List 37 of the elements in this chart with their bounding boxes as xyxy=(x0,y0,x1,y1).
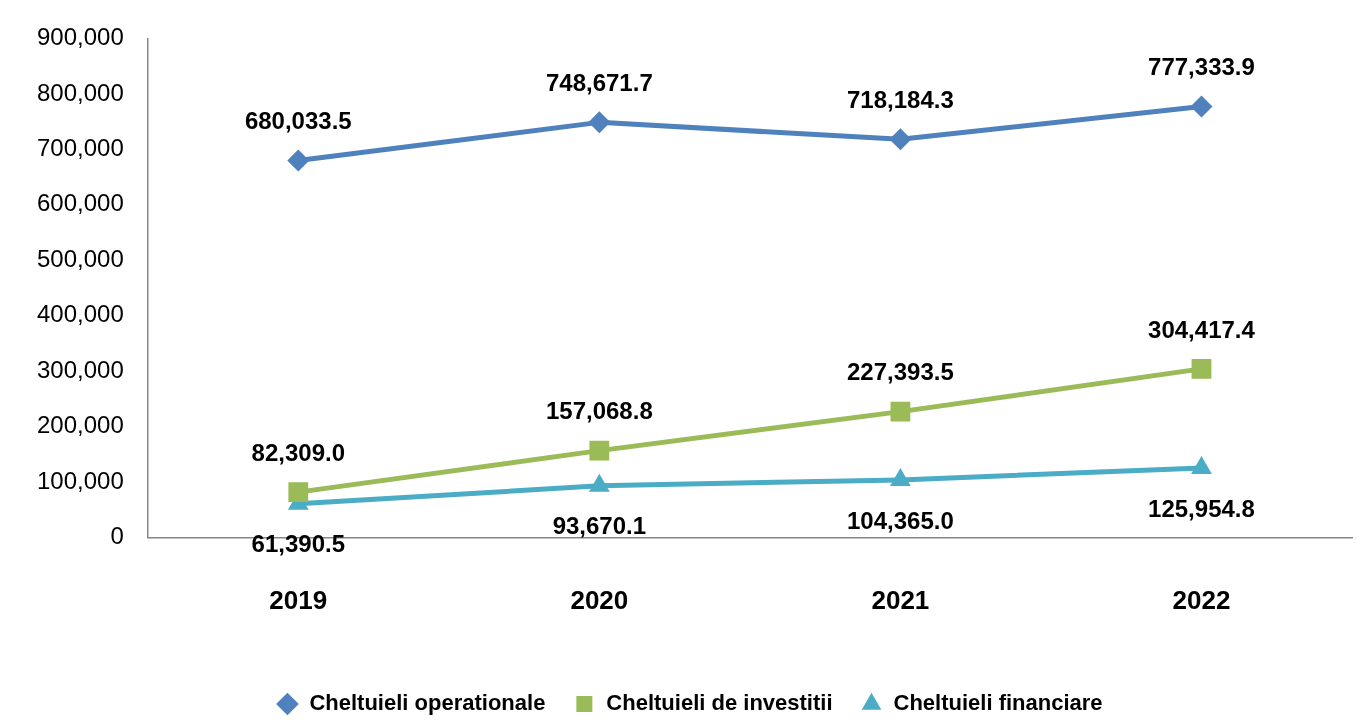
y-tick-label: 800,000 xyxy=(36,78,124,106)
data-label: 125,954.8 xyxy=(1148,494,1255,522)
data-label: 104,365.0 xyxy=(847,506,954,534)
y-tick-label: 200,000 xyxy=(36,411,124,439)
point xyxy=(1191,455,1212,474)
y-tick-label: 500,000 xyxy=(36,244,124,272)
point xyxy=(588,473,610,492)
data-label: 93,670.1 xyxy=(552,512,647,540)
data-label: 777,333.9 xyxy=(1148,53,1255,81)
y-tick-label: 0 xyxy=(110,522,124,550)
x-tick-label: 2022 xyxy=(1172,584,1231,615)
point xyxy=(1190,95,1213,118)
y-tick-label: 600,000 xyxy=(36,189,124,217)
legend-label: Cheltuieli financiare xyxy=(893,690,1103,716)
data-label: 157,068.8 xyxy=(545,397,653,425)
data-label: 304,417.4 xyxy=(1148,315,1256,343)
legend-label: Cheltuieli de investitii xyxy=(606,690,833,716)
point xyxy=(1191,358,1212,379)
data-label: 680,033.5 xyxy=(244,107,352,135)
point xyxy=(889,128,912,151)
y-tick-label: 700,000 xyxy=(36,134,124,161)
x-tick-label: 2019 xyxy=(269,584,328,615)
x-tick-label: 2020 xyxy=(570,584,629,615)
y-tick-label: 900,000 xyxy=(36,23,124,51)
point xyxy=(588,111,611,134)
legend-label: Cheltuieli operationale xyxy=(309,690,546,716)
y-tick-label: 100,000 xyxy=(36,466,124,494)
y-tick-label: 400,000 xyxy=(36,300,124,328)
data-label: 82,309.0 xyxy=(251,438,345,466)
data-label: 61,390.5 xyxy=(251,530,345,558)
y-tick-label: 300,000 xyxy=(36,355,124,383)
data-label: 748,671.7 xyxy=(545,69,653,96)
point xyxy=(890,467,911,486)
x-tick-label: 2021 xyxy=(871,584,930,615)
data-label: 227,393.5 xyxy=(847,358,954,386)
data-label: 718,184.3 xyxy=(847,85,954,113)
point xyxy=(287,149,310,172)
